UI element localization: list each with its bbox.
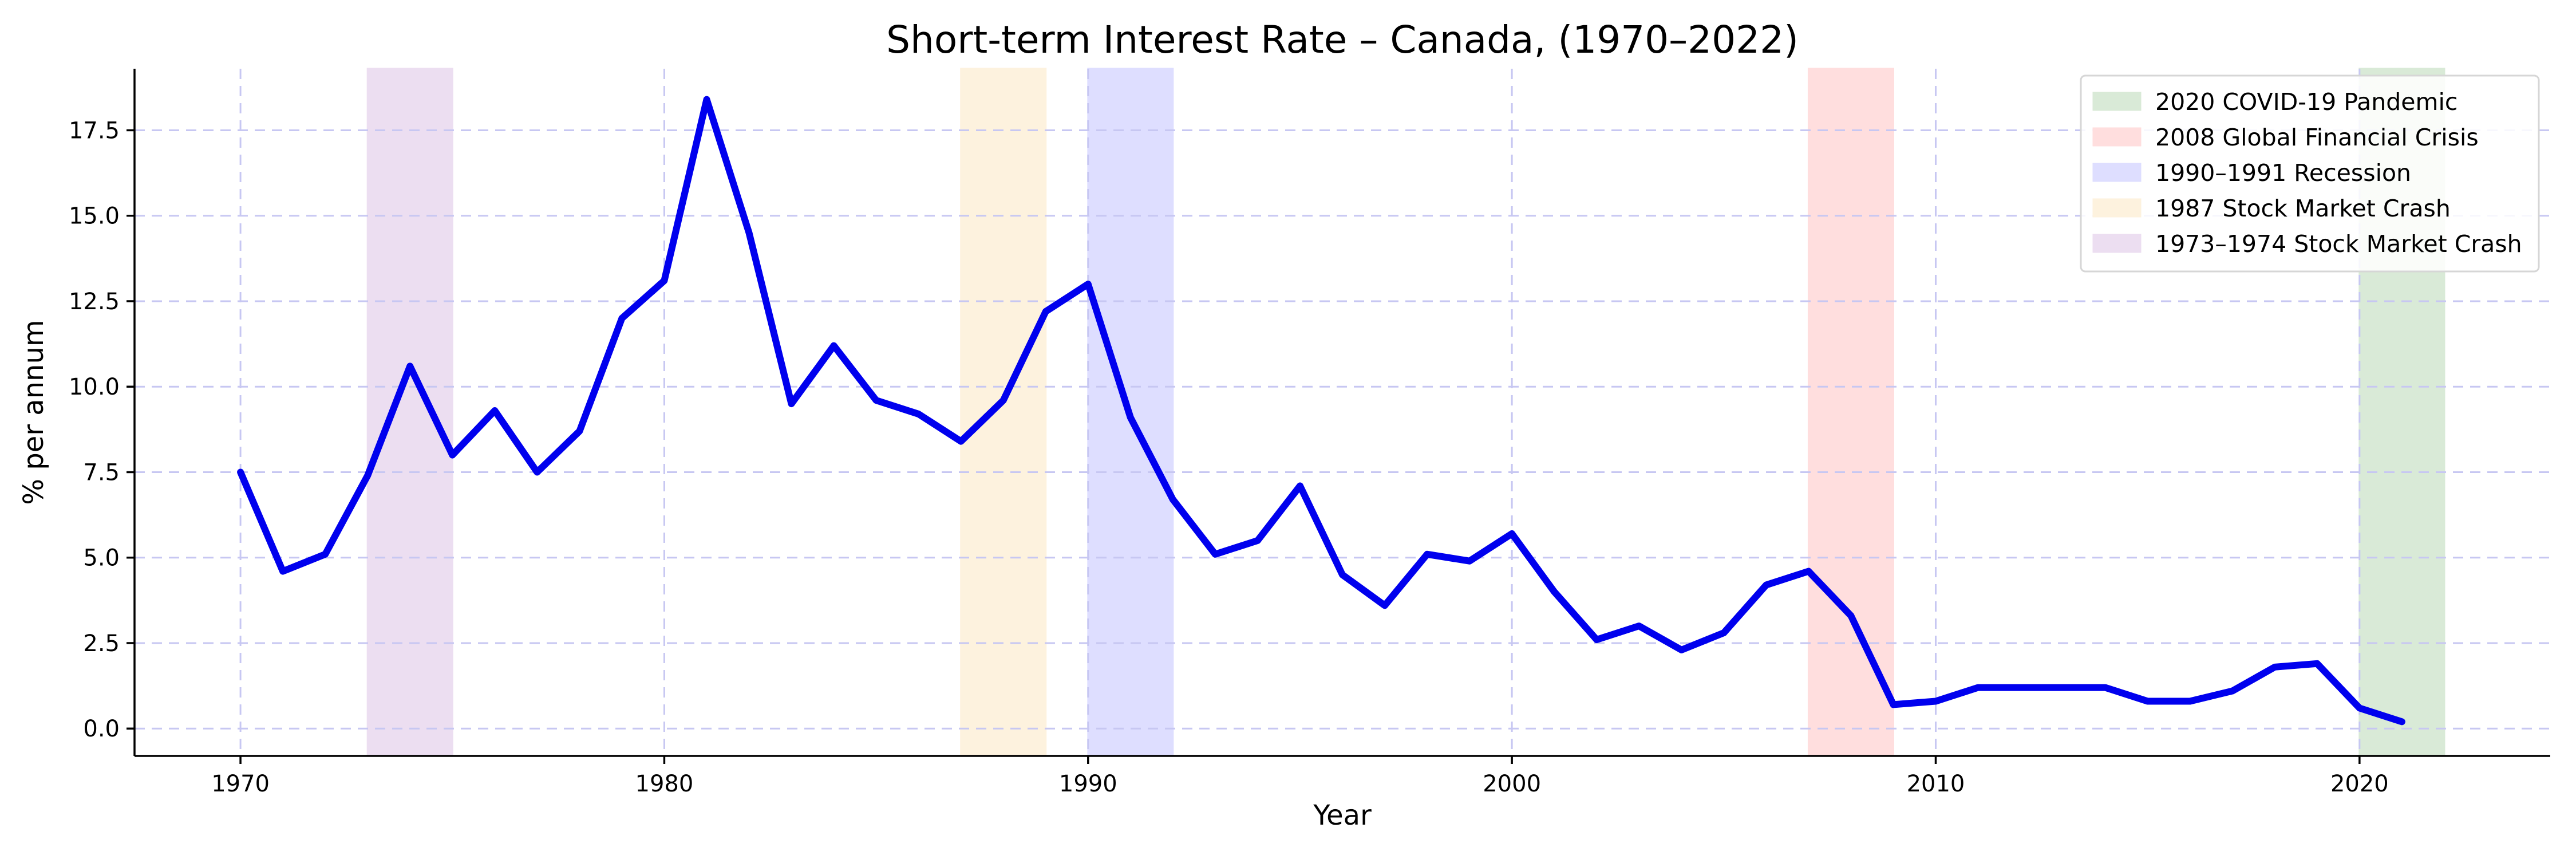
legend-label: 2008 Global Financial Crisis — [2155, 124, 2479, 151]
x-tick-label: 1990 — [1059, 771, 1117, 797]
x-tick-label: 1970 — [211, 771, 270, 797]
x-tick-label: 1980 — [635, 771, 694, 797]
legend-swatch — [2092, 92, 2142, 111]
y-tick-label: 7.5 — [83, 459, 120, 486]
x-tick-label: 2010 — [1907, 771, 1965, 797]
y-tick-label: 5.0 — [83, 545, 120, 572]
shaded-period-3 — [960, 68, 1047, 757]
legend-swatch — [2092, 234, 2142, 253]
series-line — [237, 96, 2405, 726]
x-tick-label: 2000 — [1483, 771, 1541, 797]
legend-label: 1973–1974 Stock Market Crash — [2155, 230, 2522, 258]
legend: 2020 COVID-19 Pandemic 2008 Global Financ… — [2080, 74, 2540, 273]
y-tick-label: 0.0 — [83, 716, 120, 742]
series-layer — [237, 96, 2405, 726]
legend-label: 1990–1991 Recession — [2155, 159, 2411, 187]
axes: 1970 1980 1990 2000 2010 2020 0.0 2.5 5.0 7.5 10.0… — [69, 69, 2550, 797]
legend-swatch — [2092, 198, 2142, 218]
shaded-period-4 — [366, 68, 453, 757]
y-tick-label: 17.5 — [69, 117, 120, 144]
legend-swatch — [2092, 127, 2142, 147]
shaded-period-1 — [1807, 68, 1894, 757]
y-tick-label: 2.5 — [83, 631, 120, 657]
x-axis-title: Year — [1313, 799, 1372, 832]
y-tick-label: 15.0 — [69, 203, 120, 230]
x-tick-label: 2020 — [2330, 771, 2389, 797]
y-tick-label: 12.5 — [69, 289, 120, 315]
legend-swatch — [2092, 163, 2142, 182]
y-tick-label: 10.0 — [69, 374, 120, 400]
legend-frame — [2080, 74, 2540, 273]
legend-label: 1987 Stock Market Crash — [2155, 195, 2451, 222]
y-axis-title: % per annum — [18, 320, 50, 505]
legend-label: 2020 COVID-19 Pandemic — [2155, 88, 2458, 116]
chart-title: Short-term Interest Rate – Canada, (1970… — [886, 18, 1799, 62]
